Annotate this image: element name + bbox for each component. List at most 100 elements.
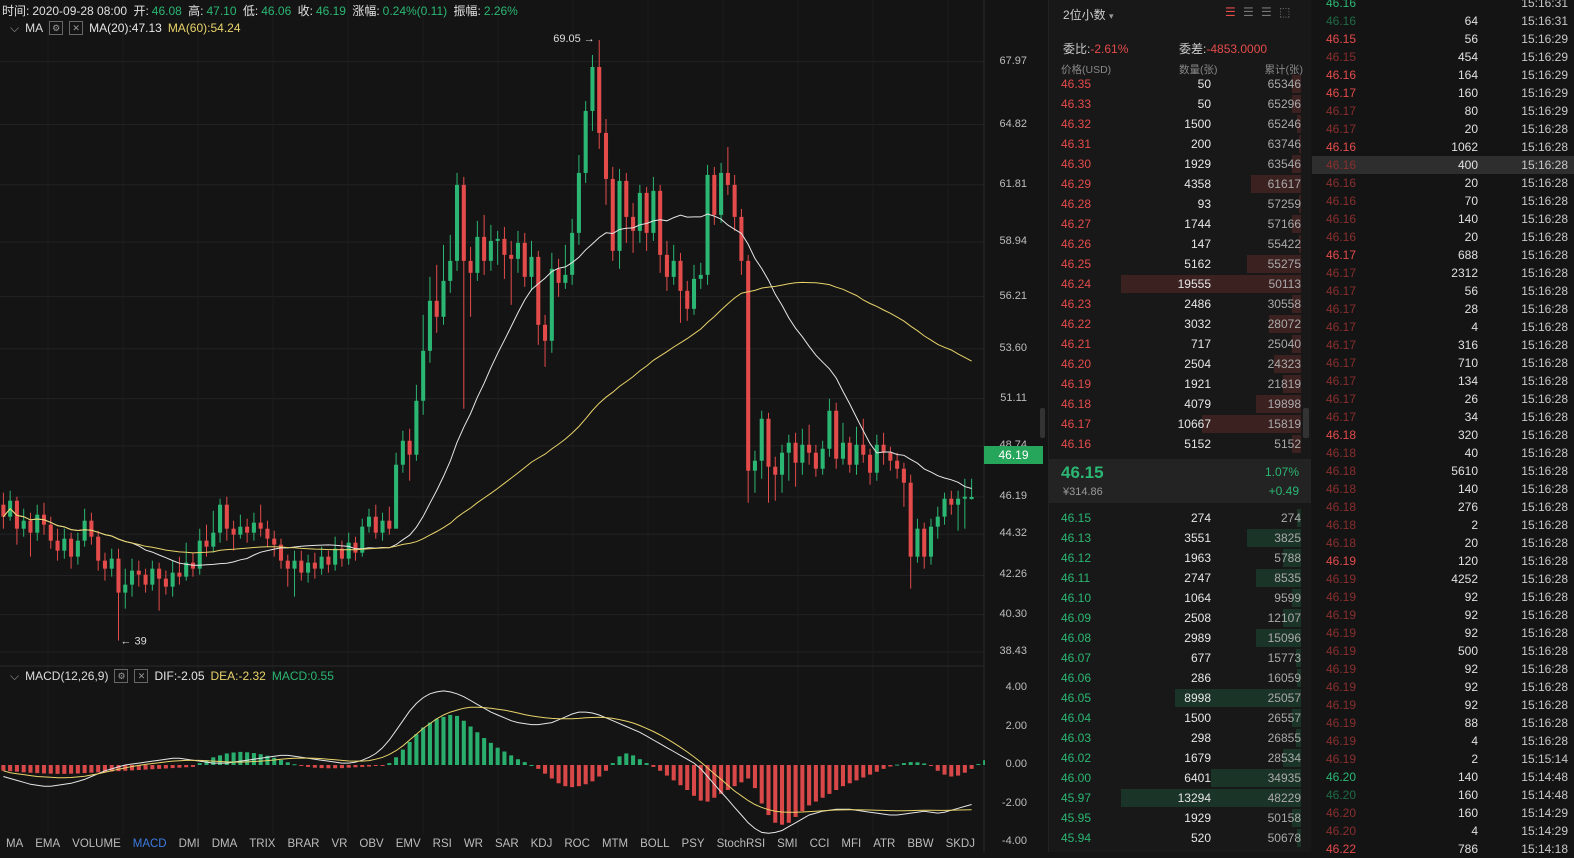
ask-row[interactable]: 46.21 717 25040 xyxy=(1049,334,1311,354)
trade-time: 15:16:29 xyxy=(1521,32,1568,46)
tab-roc[interactable]: ROC xyxy=(564,838,590,850)
settings-gear-icon[interactable]: ⚙ xyxy=(114,669,129,683)
bid-row[interactable]: 46.04 1500 26557 xyxy=(1049,708,1311,728)
macd-bar xyxy=(651,765,656,767)
candle-body xyxy=(969,496,974,500)
bids-view-icon[interactable]: ☰ xyxy=(1243,5,1254,19)
tab-psy[interactable]: PSY xyxy=(681,838,705,850)
bid-row[interactable]: 45.95 1929 50158 xyxy=(1049,808,1311,828)
orderbook-scroll-handle[interactable] xyxy=(1303,408,1309,438)
tab-obv[interactable]: OBV xyxy=(359,838,384,850)
tab-brar[interactable]: BRAR xyxy=(287,838,320,850)
chart-resize-handle[interactable] xyxy=(1040,408,1045,438)
ask-row[interactable]: 46.20 2504 24323 xyxy=(1049,354,1311,374)
candle-body xyxy=(854,444,859,465)
bid-row[interactable]: 45.94 520 50678 xyxy=(1049,828,1311,848)
trade-row: 46.19 500 15:16:28 xyxy=(1312,642,1574,660)
bid-row[interactable]: 46.09 2508 12107 xyxy=(1049,608,1311,628)
bid-price: 46.11 xyxy=(1061,571,1091,585)
last-price: 46.15 xyxy=(1061,463,1104,482)
tab-trix[interactable]: TRIX xyxy=(249,838,276,850)
trade-row: 46.18 140 15:16:28 xyxy=(1312,480,1574,498)
ask-row[interactable]: 46.25 5162 55275 xyxy=(1049,254,1311,274)
settings-gear-icon[interactable]: ⚙ xyxy=(49,21,64,35)
tab-kdj[interactable]: KDJ xyxy=(530,838,553,850)
trade-price: 46.20 xyxy=(1326,788,1357,802)
tab-dmi[interactable]: DMI xyxy=(178,838,200,850)
ask-row[interactable]: 46.31 200 63746 xyxy=(1049,134,1311,154)
tab-volume[interactable]: VOLUME xyxy=(72,838,121,850)
tab-stochrsi[interactable]: StochRSI xyxy=(716,838,766,850)
chart-panel[interactable]: 69.05 → ← 39 时间: 2020-09-28 08:00 开: 46.08 … xyxy=(0,0,1045,852)
bid-row[interactable]: 46.06 286 16059 xyxy=(1049,668,1311,688)
ask-row[interactable]: 46.18 4079 19898 xyxy=(1049,394,1311,414)
tab-mtm[interactable]: MTM xyxy=(601,838,629,850)
tab-wr[interactable]: WR xyxy=(463,838,483,850)
tab-smi[interactable]: SMI xyxy=(777,838,798,850)
bid-price: 46.04 xyxy=(1061,711,1092,725)
tab-cci[interactable]: CCI xyxy=(809,838,830,850)
ask-row[interactable]: 46.26 147 55422 xyxy=(1049,234,1311,254)
tab-macd[interactable]: MACD xyxy=(132,838,167,850)
bid-row[interactable]: 46.02 1679 28534 xyxy=(1049,748,1311,768)
asks-view-icon[interactable]: ☰ xyxy=(1261,5,1272,19)
tab-mfi[interactable]: MFI xyxy=(841,838,862,850)
ask-qty: 5152 xyxy=(1184,437,1211,451)
bid-row[interactable]: 46.11 2747 8535 xyxy=(1049,568,1311,588)
bid-row[interactable]: 46.03 298 26855 xyxy=(1049,728,1311,748)
trade-time: 15:16:28 xyxy=(1521,554,1568,568)
bid-row[interactable]: 46.15 274 274 xyxy=(1049,508,1311,528)
bid-row[interactable]: 46.00 6401 34935 xyxy=(1049,768,1311,788)
tab-ma[interactable]: MA xyxy=(6,838,24,850)
kline-chart[interactable]: 69.05 → ← 39 xyxy=(0,0,985,852)
bid-row[interactable]: 46.08 2989 15096 xyxy=(1049,628,1311,648)
ask-row[interactable]: 46.16 5152 5152 xyxy=(1049,434,1311,454)
tab-ema[interactable]: EMA xyxy=(35,838,61,850)
ask-row[interactable]: 46.35 50 65346 xyxy=(1049,74,1311,94)
collapse-chevron-icon[interactable]: ⌵ xyxy=(10,668,20,683)
close-x-icon[interactable]: ✕ xyxy=(69,21,84,35)
tab-sar[interactable]: SAR xyxy=(494,838,519,850)
bid-row[interactable]: 46.05 8998 25057 xyxy=(1049,688,1311,708)
ask-qty: 50 xyxy=(1197,77,1211,91)
tab-dma[interactable]: DMA xyxy=(211,838,238,850)
both-sides-view-icon[interactable]: ☰ xyxy=(1225,5,1236,19)
bid-row[interactable]: 46.10 1064 9599 xyxy=(1049,588,1311,608)
ask-row[interactable]: 46.17 10667 15819 xyxy=(1049,414,1311,434)
ask-row[interactable]: 46.32 1500 65246 xyxy=(1049,114,1311,134)
tab-boll[interactable]: BOLL xyxy=(640,838,670,850)
bid-row[interactable]: 46.12 1963 5788 xyxy=(1049,548,1311,568)
ask-row[interactable]: 46.30 1929 63546 xyxy=(1049,154,1311,174)
close-x-icon[interactable]: ✕ xyxy=(134,669,149,683)
ask-row[interactable]: 46.27 1744 57166 xyxy=(1049,214,1311,234)
price-axis-label: 44.32 xyxy=(999,527,1027,540)
ask-row[interactable]: 46.23 2486 30558 xyxy=(1049,294,1311,314)
tab-vr[interactable]: VR xyxy=(331,838,348,850)
tab-skdj[interactable]: SKDJ xyxy=(945,838,975,850)
candle-body xyxy=(55,540,60,551)
tab-atr[interactable]: ATR xyxy=(873,838,896,850)
ask-row[interactable]: 46.19 1921 21819 xyxy=(1049,374,1311,394)
tab-rsi[interactable]: RSI xyxy=(432,838,452,850)
macd-bar xyxy=(62,765,67,774)
ask-row[interactable]: 46.29 4358 61617 xyxy=(1049,174,1311,194)
bid-row[interactable]: 46.07 677 15773 xyxy=(1049,648,1311,668)
expand-icon[interactable]: ⬚ xyxy=(1279,5,1291,19)
candle-body xyxy=(157,568,162,579)
bid-depth-bar xyxy=(1256,629,1301,647)
collapse-chevron-icon[interactable]: ⌵ xyxy=(10,20,20,35)
ask-row[interactable]: 46.33 50 65296 xyxy=(1049,94,1311,114)
ask-price: 46.25 xyxy=(1061,257,1092,271)
macd-bar xyxy=(292,764,297,766)
ask-row[interactable]: 46.24 19555 50113 xyxy=(1049,274,1311,294)
macd-bar xyxy=(617,756,622,765)
ask-row[interactable]: 46.22 3032 28072 xyxy=(1049,314,1311,334)
bid-row[interactable]: 45.97 13294 48229 xyxy=(1049,788,1311,808)
tab-emv[interactable]: EMV xyxy=(395,838,421,850)
bid-row[interactable]: 46.13 3551 3825 xyxy=(1049,528,1311,548)
trade-price: 46.19 xyxy=(1326,590,1357,604)
ask-row[interactable]: 46.28 93 57259 xyxy=(1049,194,1311,214)
bid-qty: 2989 xyxy=(1184,631,1211,645)
tab-bbw[interactable]: BBW xyxy=(907,838,934,850)
precision-select[interactable]: 2位小数 ▾ xyxy=(1063,6,1114,23)
